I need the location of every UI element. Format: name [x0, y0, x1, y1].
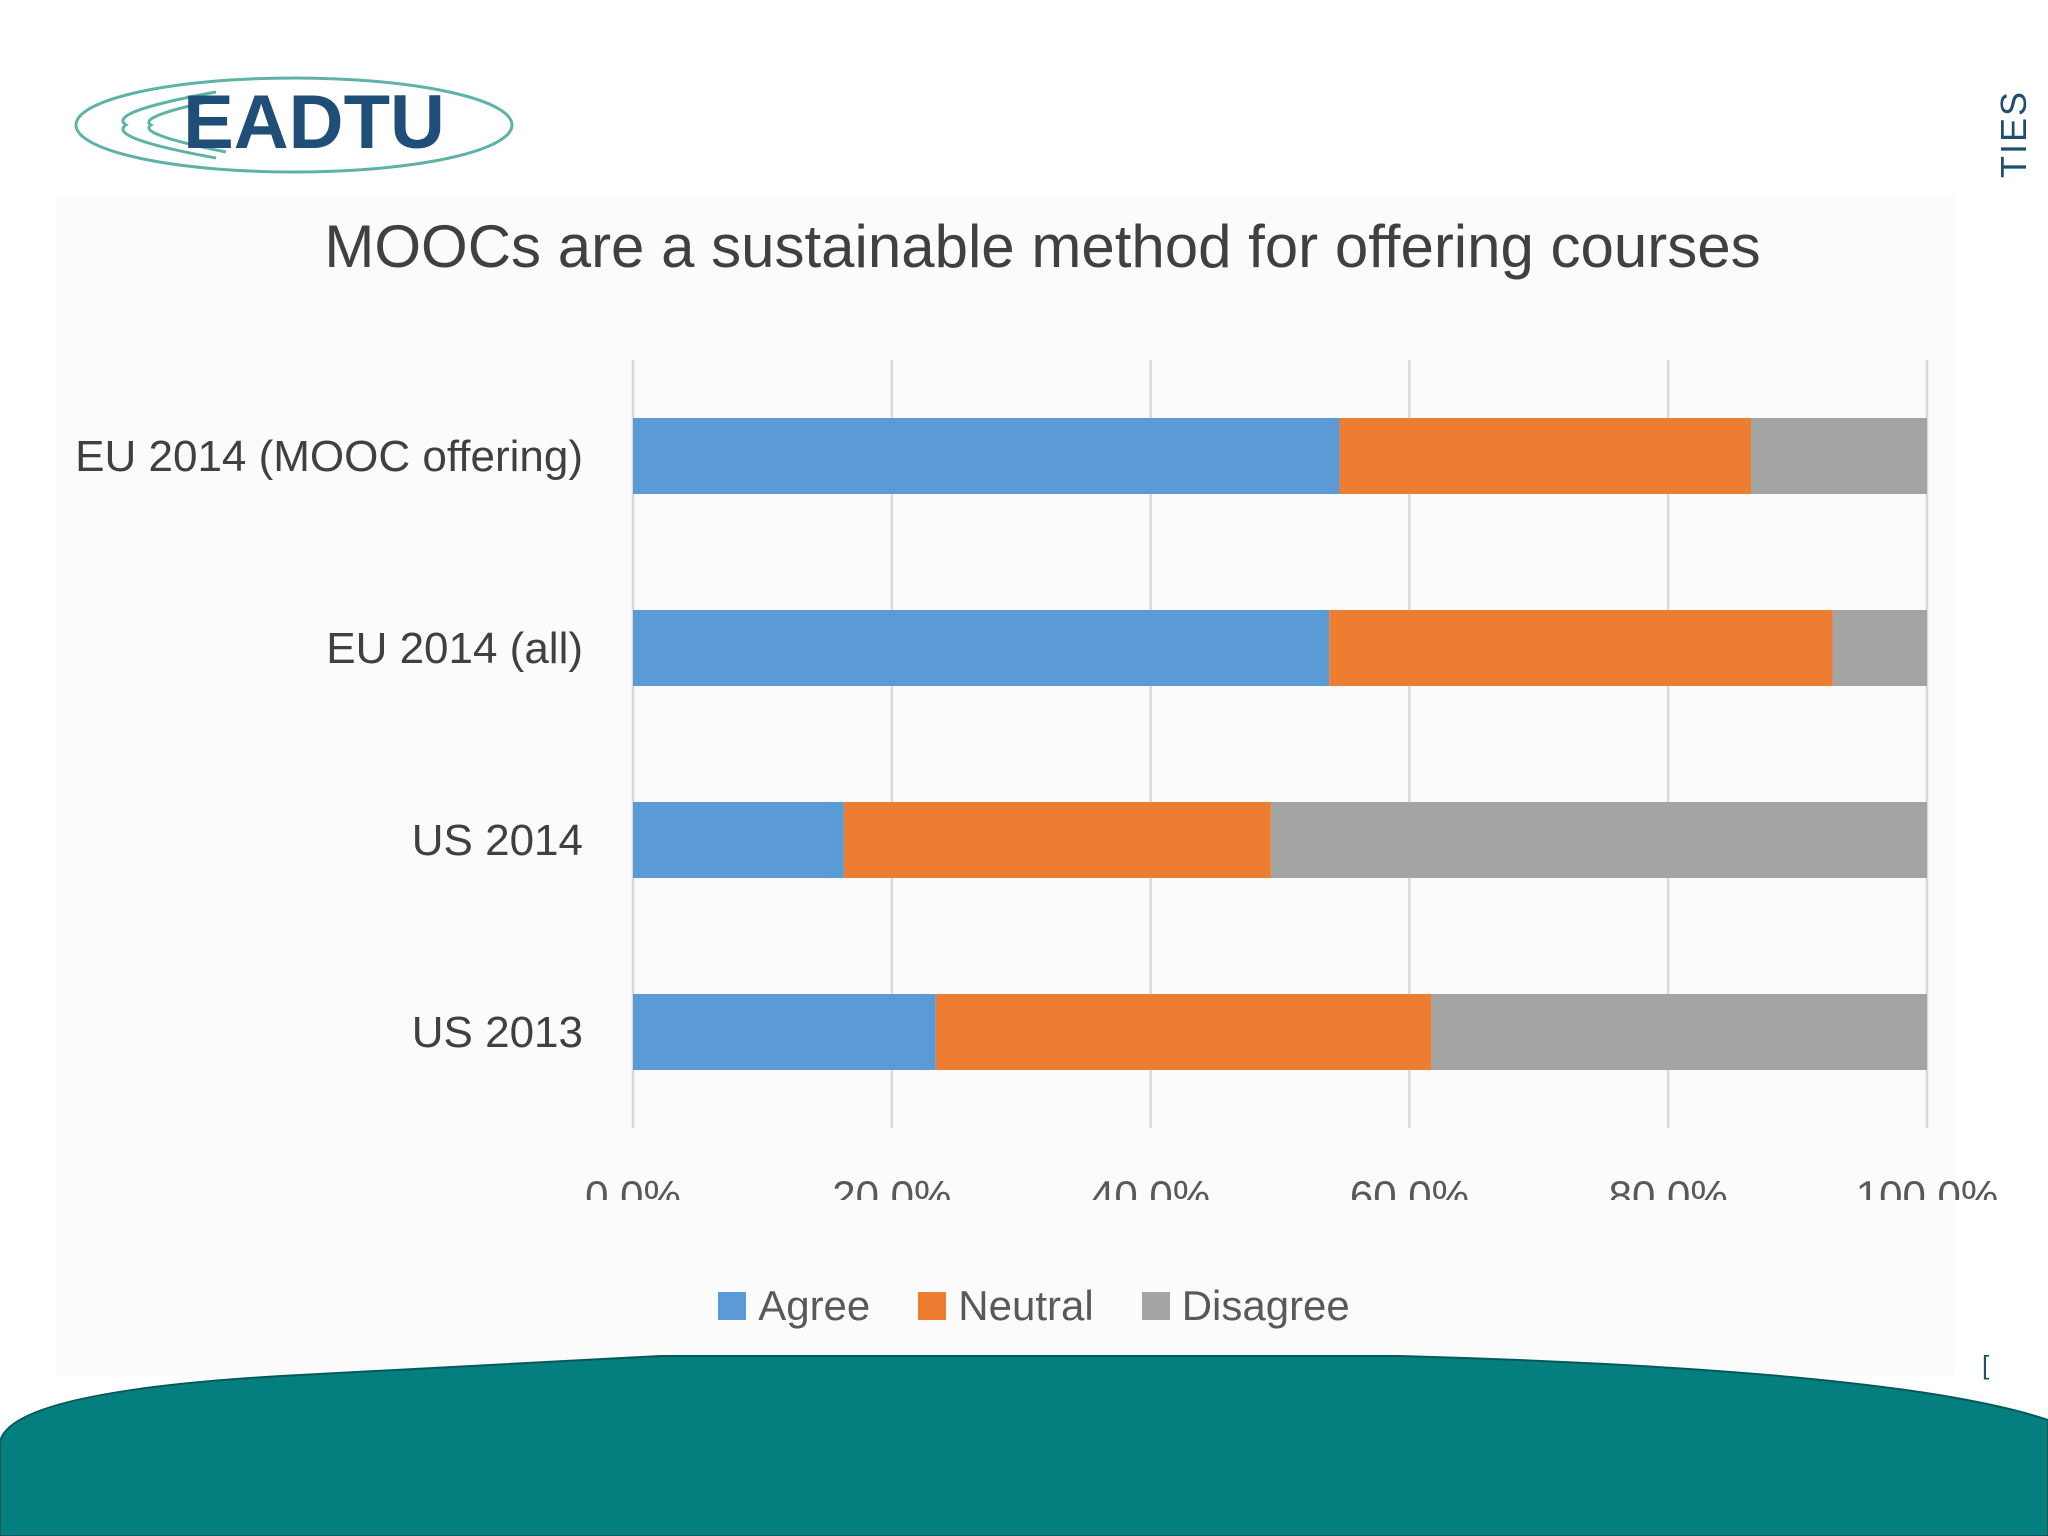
bar-disagree-2	[1270, 802, 1927, 878]
x-tick-label-80: 80,0%	[1609, 1172, 1728, 1200]
logo-arc-1	[121, 90, 217, 160]
legend-label-neutral: Neutral	[958, 1282, 1094, 1329]
x-tick-label-0: 0,0%	[585, 1172, 681, 1200]
x-tick-label-40: 40,0%	[1091, 1172, 1210, 1200]
legend-swatch-disagree	[1141, 1292, 1170, 1320]
bar-agree-0	[633, 418, 1340, 494]
logo-text: EADTU	[183, 80, 445, 165]
legend-swatch-neutral	[918, 1292, 947, 1320]
bar-neutral-0	[1339, 418, 1752, 494]
bar-agree-3	[633, 994, 936, 1070]
bar-neutral-3	[935, 994, 1432, 1070]
eadtu-logo: EADTU	[74, 76, 514, 174]
bar-disagree-3	[1431, 994, 1927, 1070]
legend-item-neutral: Neutral	[918, 1282, 1094, 1330]
bar-agree-1	[633, 610, 1330, 686]
bar-neutral-1	[1329, 610, 1833, 686]
bar-neutral-2	[843, 802, 1271, 878]
chart-panel	[55, 195, 1955, 1375]
x-tick-label-20: 20,0%	[832, 1172, 951, 1200]
footer-wave	[0, 1355, 2048, 1536]
legend-item-agree: Agree	[718, 1282, 870, 1330]
category-label-2: US 2014	[412, 816, 583, 865]
chart-plot: 0,0% 20,0% 40,0% 60,0% 80,0% 100,0% EU 2014 (M…	[75, 360, 1998, 1200]
legend-item-disagree: Disagree	[1141, 1282, 1350, 1330]
footer-shape	[0, 1355, 2048, 1536]
bar-disagree-1	[1832, 610, 1927, 686]
bar-agree-2	[633, 802, 844, 878]
x-tick-label-60: 60,0%	[1350, 1172, 1469, 1200]
category-label-0: EU 2014 (MOOC offering)	[75, 432, 583, 481]
category-label-3: US 2013	[412, 1008, 583, 1057]
logo-ellipse	[74, 76, 514, 174]
bar-disagree-0	[1751, 418, 1927, 494]
legend-label-agree: Agree	[758, 1282, 871, 1329]
bar-layer	[633, 418, 1927, 1070]
logo-arc-2	[147, 96, 227, 154]
legend-label-disagree: Disagree	[1181, 1282, 1350, 1329]
legend-swatch-agree	[718, 1292, 747, 1320]
category-label-1: EU 2014 (all)	[326, 624, 583, 673]
legend: Agree Neutral Disagree	[0, 1282, 2048, 1330]
label-layer: 0,0% 20,0% 40,0% 60,0% 80,0% 100,0% EU 2014 (M…	[75, 432, 1998, 1200]
x-tick-label-100: 100,0%	[1856, 1172, 1998, 1200]
chart-title: MOOCs are a sustainable method for offer…	[324, 213, 1761, 280]
side-mark: [	[1982, 1350, 1990, 1380]
